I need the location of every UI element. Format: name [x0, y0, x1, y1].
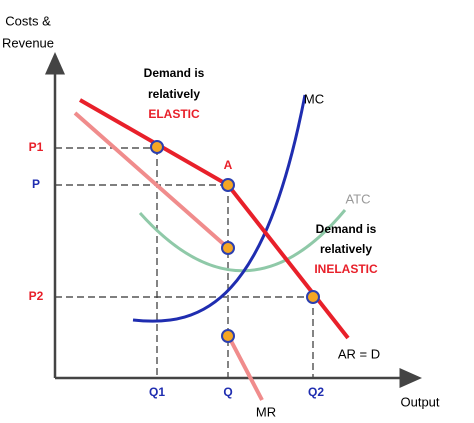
mr-curve [73, 111, 264, 401]
points [150, 140, 320, 343]
point [221, 241, 235, 255]
quantity-label: Q [223, 385, 232, 399]
inelastic-note: relatively [320, 242, 372, 256]
elastic-note: ELASTIC [148, 107, 200, 121]
point [221, 178, 235, 192]
point [150, 140, 164, 154]
atc-label: ATC [345, 191, 370, 206]
elastic-note: relatively [148, 87, 200, 101]
y-axis-label: Revenue [2, 35, 54, 50]
price-label: P2 [29, 289, 44, 303]
elastic-note: Demand is [144, 66, 205, 80]
point [306, 290, 320, 304]
quantity-label: Q1 [149, 385, 165, 399]
ar-label: AR = D [338, 346, 380, 361]
kink-label: A [224, 158, 233, 172]
guides [55, 147, 314, 378]
mc-label: MC [304, 91, 324, 106]
y-axis-label: Costs & [5, 13, 51, 28]
point [221, 329, 235, 343]
price-label: P [32, 177, 40, 191]
mc-curve [132, 94, 307, 323]
inelastic-note: INELASTIC [314, 262, 378, 276]
inelastic-note: Demand is [316, 222, 377, 236]
x-axis-label: Output [400, 394, 439, 409]
quantity-label: Q2 [308, 385, 324, 399]
price-label: P1 [29, 140, 44, 154]
mr-label: MR [256, 404, 276, 419]
